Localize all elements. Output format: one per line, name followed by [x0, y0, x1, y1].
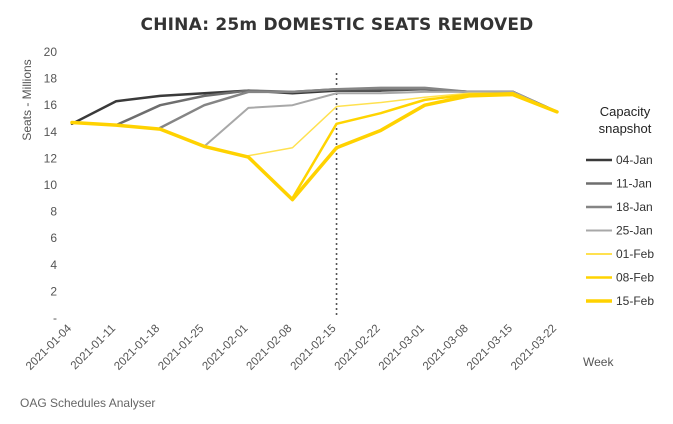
series-line-08-feb — [291, 91, 559, 200]
source-note: OAG Schedules Analyser — [20, 396, 155, 410]
legend: 04-Jan 11-Jan 18-Jan 25-Jan 01-Feb 08-Feb 15-F… — [586, 153, 654, 308]
x-tick-label: 2021-01-25 — [156, 323, 206, 373]
legend-label-04-jan: 04-Jan — [616, 153, 653, 167]
y-tick-label: 2 — [50, 284, 57, 298]
legend-label-01-feb: 01-Feb — [616, 247, 654, 261]
y-tick-label: 18 — [44, 72, 58, 86]
series-line-15-feb — [70, 92, 559, 202]
x-tick-label: 2021-01-04 — [24, 322, 75, 373]
x-tick-label: 2021-03-08 — [421, 323, 471, 373]
legend-label-25-jan: 25-Jan — [616, 224, 653, 238]
y-tick-label: 10 — [44, 178, 58, 192]
x-tick-label: 2021-01-18 — [112, 323, 162, 373]
legend-label-15-feb: 15-Feb — [616, 294, 654, 308]
y-tick-label: 20 — [44, 45, 58, 59]
y-tick-label: 14 — [44, 125, 58, 139]
x-tick-label: 2021-03-22 — [509, 323, 559, 373]
series-line-01-feb — [247, 92, 558, 157]
x-tick-label: 2021-02-22 — [333, 323, 383, 373]
legend-title-line-2: snapshot — [599, 121, 652, 136]
x-tick-label: 2021-03-01 — [377, 323, 427, 373]
legend-label-11-jan: 11-Jan — [616, 177, 652, 191]
legend-label-08-feb: 08-Feb — [616, 271, 654, 285]
x-tick-label: 2021-01-11 — [69, 323, 118, 372]
legend-title: Capacity — [600, 104, 651, 119]
y-tick-label: 12 — [44, 151, 58, 165]
x-axis-label: Week — [583, 355, 614, 369]
x-tick-label: 2021-03-15 — [465, 323, 515, 373]
y-axis-label: Seats - Millions — [20, 59, 34, 140]
y-tick-label: 4 — [50, 258, 57, 272]
plot-area: -24681012141618202021-01-042021-01-11202… — [24, 45, 559, 373]
x-tick-label: 2021-02-08 — [244, 323, 294, 373]
x-tick-label: 2021-02-15 — [289, 323, 339, 373]
chart-title: CHINA: 25m DOMESTIC SEATS REMOVED — [141, 15, 534, 35]
y-tick-label: 8 — [50, 205, 57, 219]
series-line-25-jan — [203, 90, 558, 148]
y-tick-label: 16 — [44, 98, 58, 112]
x-tick-label: 2021-02-01 — [200, 323, 250, 373]
legend-label-18-jan: 18-Jan — [616, 200, 653, 214]
y-tick-label: - — [53, 311, 57, 325]
y-tick-label: 6 — [50, 231, 57, 245]
